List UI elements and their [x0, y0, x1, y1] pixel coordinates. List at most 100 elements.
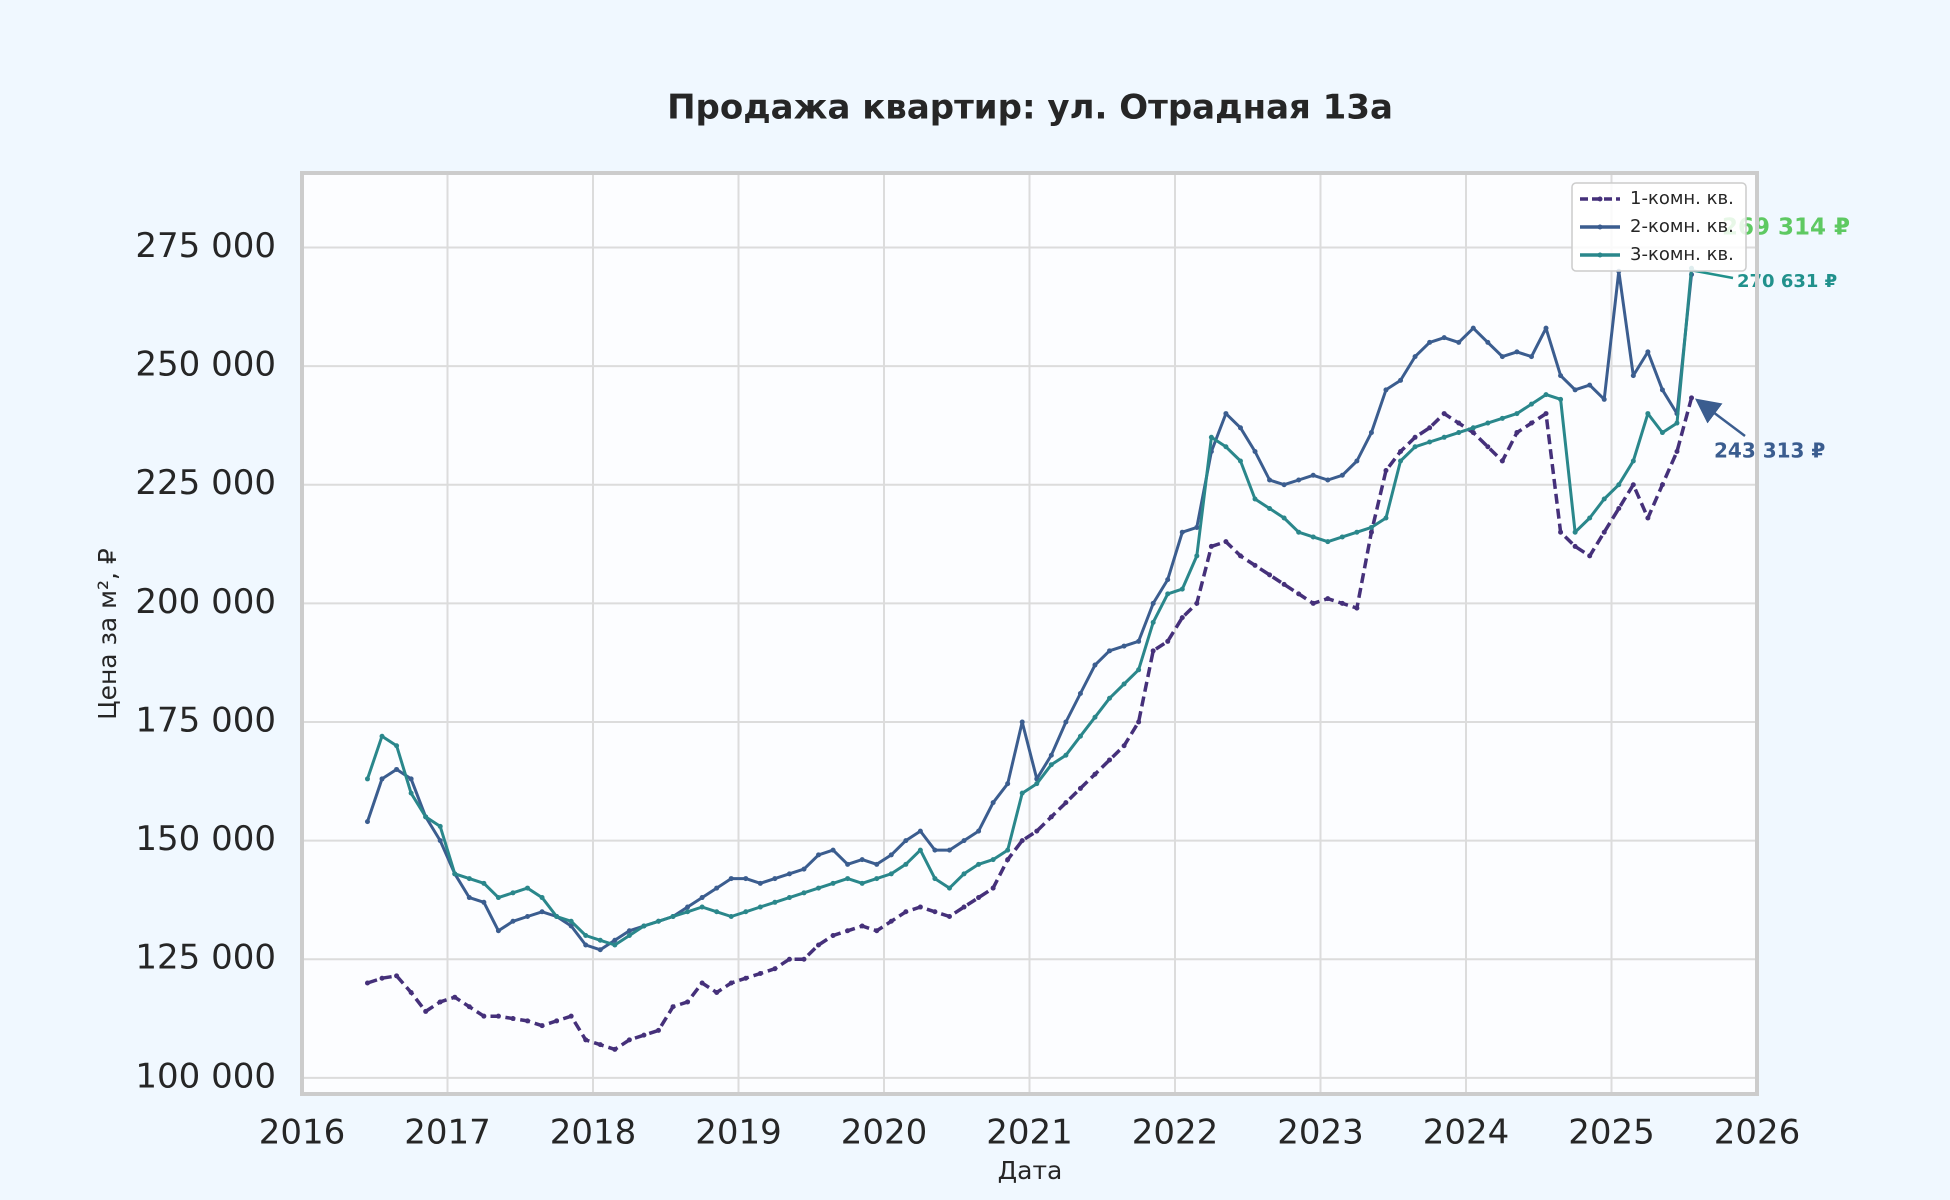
point — [1077, 733, 1083, 739]
point — [466, 1004, 472, 1010]
point — [699, 980, 705, 986]
point — [1354, 605, 1360, 611]
point — [801, 956, 807, 962]
point — [1092, 771, 1098, 777]
point — [786, 871, 792, 877]
point — [525, 1018, 531, 1024]
point — [423, 814, 429, 820]
point — [379, 975, 385, 981]
x-tick-label: 2026 — [1714, 1113, 1801, 1153]
point — [1179, 529, 1185, 535]
point — [961, 904, 967, 910]
point — [917, 847, 923, 853]
point — [1499, 415, 1505, 421]
point — [830, 847, 836, 853]
point — [743, 876, 749, 882]
point — [1689, 395, 1695, 401]
point — [364, 776, 370, 782]
legend-label: 2-комн. кв. — [1630, 216, 1734, 237]
point — [626, 933, 632, 939]
point — [423, 1008, 429, 1014]
point — [655, 918, 661, 924]
point — [583, 933, 589, 939]
point — [495, 928, 501, 934]
point — [525, 885, 531, 891]
point — [1208, 434, 1214, 440]
point — [1339, 600, 1345, 606]
point — [772, 899, 778, 905]
point — [1034, 781, 1040, 787]
point — [1150, 648, 1156, 654]
point — [845, 928, 851, 934]
point — [743, 909, 749, 915]
point — [801, 866, 807, 872]
point — [1616, 505, 1622, 511]
point — [1674, 420, 1680, 426]
point — [1587, 515, 1593, 521]
point — [946, 847, 952, 853]
point — [437, 838, 443, 844]
point — [1077, 785, 1083, 791]
point — [903, 838, 909, 844]
point — [1048, 752, 1054, 758]
point — [539, 1023, 545, 1029]
point — [1136, 667, 1142, 673]
y-tick-label: 100 000 — [135, 1056, 276, 1096]
y-tick-label: 275 000 — [135, 226, 276, 266]
lines — [364, 265, 1695, 1052]
point — [1383, 468, 1389, 474]
point — [466, 876, 472, 882]
point — [888, 852, 894, 858]
point — [1136, 638, 1142, 644]
point — [1107, 648, 1113, 654]
point — [1107, 757, 1113, 763]
point — [1223, 444, 1229, 450]
point — [801, 890, 807, 896]
point — [1063, 719, 1069, 725]
point — [961, 871, 967, 877]
point — [1121, 643, 1127, 649]
point — [1572, 529, 1578, 535]
point — [1645, 515, 1651, 521]
point — [1398, 449, 1404, 455]
point — [1659, 482, 1665, 488]
point — [1281, 581, 1287, 587]
x-tick-label: 2021 — [986, 1113, 1073, 1153]
point — [1659, 430, 1665, 436]
point — [408, 989, 414, 995]
point — [1179, 615, 1185, 621]
point — [1048, 762, 1054, 768]
point — [1296, 591, 1302, 597]
point — [495, 1013, 501, 1019]
point — [816, 885, 822, 891]
point — [699, 895, 705, 901]
point — [1558, 373, 1564, 379]
point — [568, 1013, 574, 1019]
point — [1077, 691, 1083, 697]
point — [437, 999, 443, 1005]
point — [990, 800, 996, 806]
point — [670, 914, 676, 920]
x-tick-label: 2024 — [1423, 1113, 1510, 1153]
point — [1398, 377, 1404, 383]
point — [830, 880, 836, 886]
point — [1165, 577, 1171, 583]
point — [932, 876, 938, 882]
point — [976, 861, 982, 867]
point — [1237, 458, 1243, 464]
point — [961, 838, 967, 844]
point — [1572, 543, 1578, 549]
point — [1485, 339, 1491, 345]
point — [1441, 434, 1447, 440]
point — [1485, 444, 1491, 450]
point — [394, 743, 400, 749]
point — [1252, 562, 1258, 568]
point — [1616, 482, 1622, 488]
point — [1267, 572, 1273, 578]
point — [1659, 387, 1665, 393]
point — [364, 980, 370, 986]
y-tick-label: 150 000 — [135, 819, 276, 859]
annotation-arrow — [1695, 398, 1746, 437]
point — [1150, 619, 1156, 625]
